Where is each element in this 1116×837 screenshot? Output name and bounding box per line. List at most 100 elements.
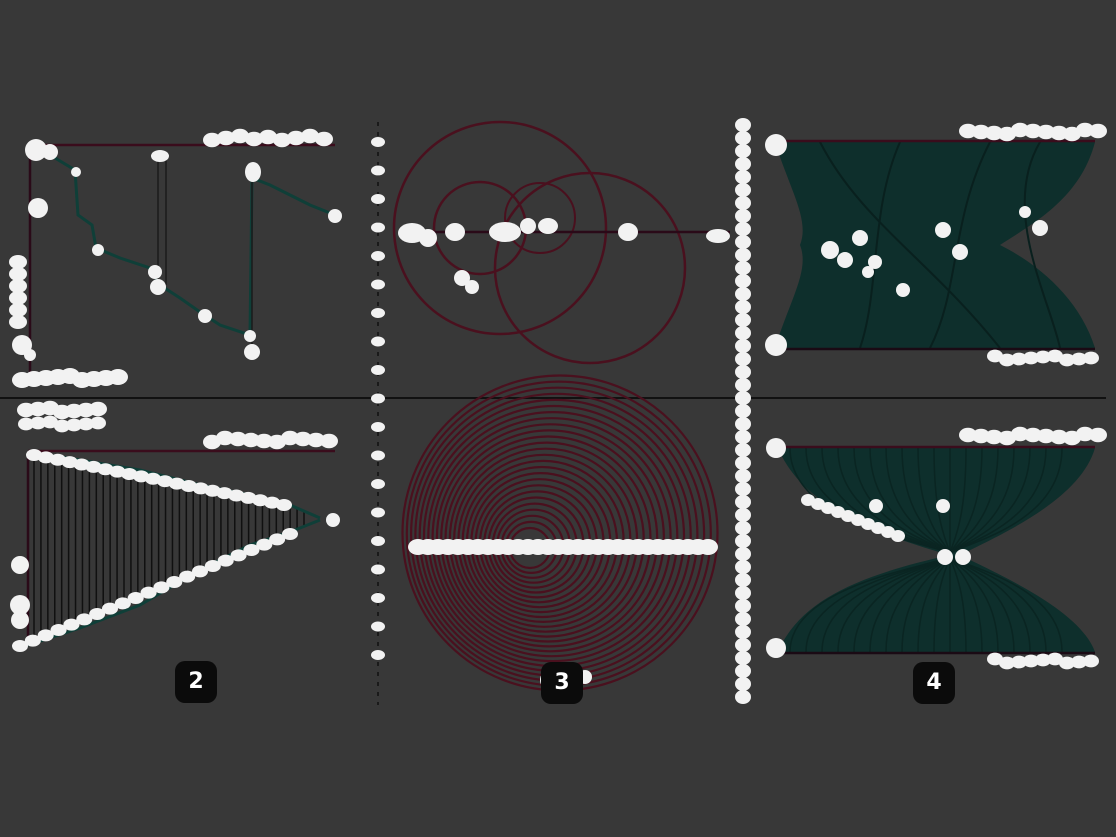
label-blob xyxy=(972,428,990,444)
label-blob xyxy=(1011,426,1029,442)
label-blob xyxy=(28,198,48,218)
label-blob xyxy=(76,613,93,626)
label-blob xyxy=(735,183,751,197)
label-blob xyxy=(259,129,277,145)
label-blob xyxy=(735,313,751,327)
label-blob xyxy=(203,132,221,148)
label-blob xyxy=(445,223,465,241)
label-blob xyxy=(1037,428,1055,444)
label-blob xyxy=(735,417,751,431)
label-blob xyxy=(1083,654,1099,668)
label-blob xyxy=(1089,427,1107,443)
label-blob xyxy=(1047,652,1063,666)
label-blob xyxy=(1071,352,1087,366)
label-blob xyxy=(868,255,882,269)
label-blob xyxy=(301,128,319,144)
label-blob xyxy=(735,157,751,171)
label-blob xyxy=(328,209,342,223)
label-blob xyxy=(287,130,305,146)
label-blob xyxy=(765,134,787,156)
label-blob xyxy=(735,599,751,613)
spiral-arc xyxy=(440,429,659,648)
label-blob xyxy=(985,429,1003,445)
label-blob xyxy=(269,533,286,546)
arc-circle xyxy=(392,120,608,336)
label-blob xyxy=(419,229,437,247)
panel-top-right xyxy=(765,122,1107,367)
label-blob xyxy=(92,244,104,256)
label-blob xyxy=(1024,123,1042,139)
label-blob xyxy=(959,427,977,443)
label-blob xyxy=(42,415,58,429)
badge-label: 3 xyxy=(554,670,570,695)
label-blob xyxy=(1024,427,1042,443)
label-blob xyxy=(735,404,751,418)
label-blob xyxy=(735,638,751,652)
label-blob xyxy=(371,393,385,404)
label-blob xyxy=(735,430,751,444)
label-blob xyxy=(735,664,751,678)
label-blob xyxy=(959,123,977,139)
label-blob xyxy=(1023,351,1039,365)
label-blob xyxy=(140,586,157,599)
label-blob xyxy=(896,283,910,297)
label-blob xyxy=(1032,220,1048,236)
label-blob xyxy=(243,544,260,556)
label-blob xyxy=(10,595,30,615)
label-blob xyxy=(9,279,27,293)
panel-bottom-left xyxy=(10,400,340,652)
label-blob xyxy=(9,255,27,269)
label-blob xyxy=(315,131,333,147)
label-blob xyxy=(735,534,751,548)
label-blob xyxy=(89,608,106,620)
label-blob xyxy=(698,539,718,555)
label-blob xyxy=(538,218,558,234)
label-blob xyxy=(891,530,905,542)
label-blob xyxy=(148,265,162,279)
label-blob xyxy=(520,218,536,234)
label-blob xyxy=(9,267,27,281)
label-blob xyxy=(735,274,751,288)
label-blob xyxy=(371,650,385,660)
label-blob xyxy=(245,131,263,147)
spiral-arc xyxy=(444,435,652,643)
label-blob xyxy=(735,521,751,535)
label-blob xyxy=(245,162,261,182)
label-blob xyxy=(371,251,385,261)
panel-badge-2: 2 xyxy=(175,661,217,703)
hourglass-area xyxy=(778,448,1095,652)
label-blob xyxy=(735,612,751,626)
label-blob xyxy=(24,634,41,647)
label-blob xyxy=(18,417,34,431)
label-blob xyxy=(937,549,953,565)
label-blob xyxy=(276,499,292,511)
label-blob xyxy=(1083,351,1099,365)
label-blob xyxy=(735,560,751,574)
label-blob xyxy=(735,586,751,600)
label-blob xyxy=(837,252,853,268)
label-blob xyxy=(852,230,868,246)
label-blob xyxy=(735,677,751,691)
label-blob xyxy=(371,564,385,575)
label-blob xyxy=(735,443,751,457)
label-blob xyxy=(862,266,874,278)
label-blob xyxy=(735,222,751,236)
arc-circle xyxy=(504,182,576,254)
badge-label: 4 xyxy=(926,670,942,695)
label-blob xyxy=(1076,426,1094,442)
label-blob xyxy=(242,432,260,448)
ribbon-fold xyxy=(859,141,901,349)
label-blob xyxy=(735,261,751,275)
label-blob xyxy=(465,280,479,294)
label-blob xyxy=(735,547,751,561)
label-blob xyxy=(326,513,340,527)
label-blob xyxy=(9,315,27,329)
label-blob xyxy=(1019,206,1031,218)
label-blob xyxy=(371,365,385,375)
label-blob xyxy=(307,432,325,448)
label-blob xyxy=(371,621,385,632)
label-blob xyxy=(114,597,131,610)
label-blob xyxy=(63,618,80,631)
label-blob xyxy=(985,125,1003,141)
label-blob xyxy=(231,128,249,144)
